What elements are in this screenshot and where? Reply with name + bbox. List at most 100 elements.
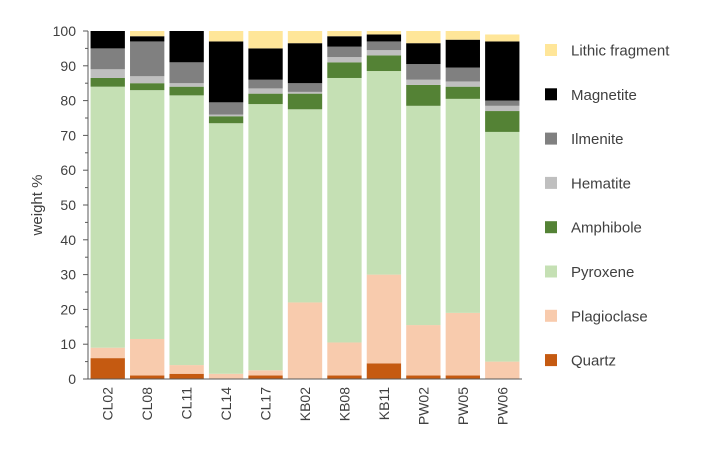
legend-label-amphibole: Amphibole [571,220,642,237]
bar-segment-pw02-pyroxene [406,105,441,326]
bar-segment-kb11-hematite [366,50,402,56]
x-tick-label-pw06: PW06 [494,387,510,425]
y-tick-label-90: 90 [60,58,76,74]
legend-label-magnetite: Magnetite [571,87,637,104]
bar-segment-cl14-lithic-fragment [208,31,244,42]
x-tick-label-pw02: PW02 [415,387,431,425]
legend-swatch-plagioclase [545,309,557,322]
x-tick-label-cl11: CL11 [179,387,195,420]
bar-segment-cl14-hematite [208,114,244,117]
y-tick-label-100: 100 [53,23,77,39]
bar-segment-cl08-hematite [130,76,165,84]
bar-segment-pw05-ilmenite [445,67,480,82]
bar-segment-cl02-quartz [90,358,125,379]
bar-segment-kb02-amphibole [287,93,323,110]
bar-segment-kb02-magnetite [287,43,323,84]
bar-segment-cl14-plagioclase [208,373,244,379]
bar-segment-cl17-pyroxene [248,104,283,371]
y-tick-label-30: 30 [60,267,76,283]
legend-swatch-pyroxene [545,265,557,278]
bar-segment-pw06-lithic-fragment [485,34,520,42]
legend-swatch-amphibole [545,221,557,234]
bar-segment-cl14-ilmenite [208,102,244,115]
bar-segment-pw06-ilmenite [485,100,520,106]
bar-segment-cl17-hematite [248,88,283,94]
bar-segment-cl02-hematite [90,69,125,78]
bar-segment-pw06-hematite [485,105,520,112]
bar-segment-kb11-magnetite [366,34,402,42]
bar-segment-kb02-plagioclase [287,302,323,379]
bars-layer [90,31,520,379]
y-tick-label-50: 50 [60,197,76,213]
bar-segment-kb11-pyroxene [366,71,402,275]
bar-segment-pw02-hematite [406,79,441,85]
bar-segment-kb02-pyroxene [287,109,323,303]
bar-segment-pw05-plagioclase [445,312,480,376]
bar-segment-pw02-magnetite [406,43,441,65]
legend-swatch-magnetite [545,88,557,101]
bar-segment-kb11-lithic-fragment [366,31,402,35]
x-tick-label-kb02: KB02 [297,387,313,421]
bar-segment-kb08-plagioclase [327,342,362,376]
x-tick-label-cl08: CL08 [139,387,155,421]
bar-segment-cl11-pyroxene [169,95,204,366]
bar-segment-kb08-quartz [327,375,362,379]
bar-segment-kb02-hematite [287,91,323,94]
bar-segment-kb02-ilmenite [287,83,323,92]
bar-segment-cl11-hematite [169,83,204,87]
x-tick-label-cl14: CL14 [218,387,234,421]
y-tick-label-40: 40 [60,232,76,248]
bar-segment-pw05-quartz [445,375,480,379]
bar-segment-cl11-plagioclase [169,365,204,374]
bar-segment-cl17-quartz [248,375,283,379]
bar-segment-kb08-lithic-fragment [327,31,362,37]
legend-swatch-ilmenite [545,132,557,145]
x-tick-label-cl17: CL17 [258,387,274,421]
bar-segment-pw06-amphibole [485,111,520,132]
bar-segment-kb08-amphibole [327,62,362,78]
bar-segment-kb08-magnetite [327,36,362,47]
legend-label-pyroxene: Pyroxene [571,264,634,281]
legend-swatch-quartz [545,354,557,367]
bar-segment-cl08-magnetite [130,36,165,42]
bar-segment-cl08-plagioclase [130,338,165,376]
bar-segment-cl17-lithic-fragment [248,31,283,49]
bar-segment-pw06-magnetite [485,41,520,101]
bar-segment-pw02-plagioclase [406,325,441,376]
bar-segment-cl02-magnetite [90,31,125,49]
legend-swatch-lithic-fragment [545,44,557,56]
bar-segment-pw02-lithic-fragment [406,31,441,44]
bar-segment-cl14-magnetite [208,41,244,103]
bar-segment-kb11-ilmenite [366,41,402,51]
bar-segment-cl02-plagioclase [90,347,125,359]
y-tick-label-60: 60 [60,162,76,178]
bar-segment-pw06-pyroxene [485,131,520,362]
bar-segment-cl14-amphibole [208,116,244,124]
x-tick-label-kb08: KB08 [336,387,352,421]
bar-segment-kb11-amphibole [366,55,402,72]
bar-segment-cl17-plagioclase [248,370,283,376]
bar-segment-pw05-lithic-fragment [445,31,480,40]
bar-segment-kb08-ilmenite [327,46,362,58]
bar-segment-pw02-quartz [406,375,441,379]
legend-swatch-hematite [545,176,557,189]
bar-segment-kb08-pyroxene [327,77,362,343]
y-tick-label-70: 70 [60,127,76,143]
x-tick-label-cl02: CL02 [100,387,116,421]
bar-segment-cl17-magnetite [248,48,283,80]
bar-segment-pw05-amphibole [445,86,480,99]
legend-label-plagioclase: Plagioclase [571,308,648,325]
legend-label-lithic-fragment: Lithic fragment [571,43,670,60]
bar-segment-pw06-plagioclase [485,361,520,379]
bar-segment-cl02-amphibole [90,77,125,87]
bar-segment-cl08-quartz [130,375,165,379]
legend-label-hematite: Hematite [571,175,631,192]
y-tick-label-80: 80 [60,93,76,109]
bar-segment-cl14-pyroxene [208,123,244,374]
bar-segment-cl17-ilmenite [248,79,283,89]
bar-segment-cl08-lithic-fragment [130,31,165,37]
y-tick-label-20: 20 [60,301,76,317]
bar-segment-cl17-amphibole [248,93,283,105]
